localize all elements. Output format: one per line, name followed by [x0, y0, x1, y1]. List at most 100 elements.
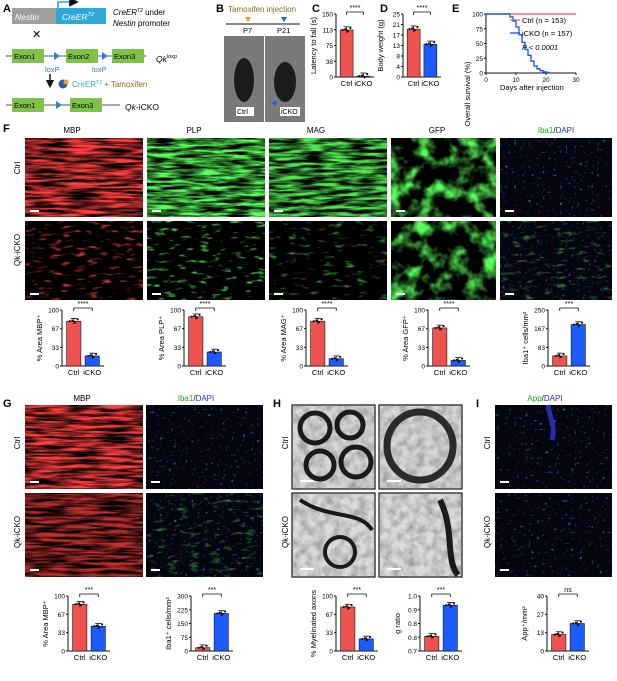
significance-label: ****	[350, 5, 361, 12]
panel-f-letter: F	[3, 123, 10, 135]
x-tick-label: iCKO	[421, 79, 439, 88]
x-tick-label: iCKO	[89, 653, 107, 662]
x-tick-label: Ctrl	[342, 653, 354, 662]
y-tick-label: 21	[393, 22, 401, 29]
y-tick-label: 0.7	[408, 649, 417, 656]
panel-i-images	[495, 404, 612, 577]
y-tick-label: 0	[541, 364, 545, 371]
x-tick-label: iCKO	[354, 79, 372, 88]
e-y-tick: 50	[476, 41, 484, 48]
y-tick-label: 0.8	[408, 621, 417, 628]
f-col-mag: MAG	[307, 126, 325, 135]
f-col-gfp: GFP	[429, 126, 445, 135]
e-xlabel: Days after injection	[500, 83, 564, 92]
e-pvalue: P < 0.0001	[522, 43, 558, 52]
bar-chart-h-g: 0.7 0.8 0.8 0.9 1.0 Ctrl iCKO *** g ratio	[393, 587, 462, 662]
i-row-icko: Qk-iCKO	[483, 516, 492, 548]
y-axis-label: % Area PLP⁺	[157, 316, 166, 360]
bar-ctrl	[72, 603, 88, 652]
b-icko-label: iCKO	[281, 109, 298, 116]
panel-a-letter: A	[3, 3, 11, 15]
y-tick-label: 67	[58, 612, 66, 619]
significance-label: ***	[437, 587, 445, 594]
x-tick-label: Ctrl	[553, 653, 565, 662]
creer-box	[56, 8, 106, 24]
bar-chart-f-mag: 0 33 67 100 Ctrl iCKO **** % Area MAG⁺	[279, 301, 348, 377]
panel-a: A Nestin CreERT2 CreERT2 under Nestin pr…	[3, 0, 177, 112]
x-tick-label: iCKO	[357, 653, 375, 662]
x-tick-label: iCKO	[569, 368, 587, 377]
e-x-tick: 30	[572, 77, 580, 84]
bar-chart-i-app: 0 13 27 40 Ctrl iCKO ns App⁺/mm²	[520, 587, 589, 662]
y-axis-label: g ratio	[393, 613, 402, 634]
creer-sup: T2	[88, 12, 94, 18]
y-tick-label: 0	[184, 649, 188, 656]
y-tick-label: 167	[534, 326, 545, 333]
x-tick-label: Ctrl	[434, 368, 446, 377]
p21-marker-icon	[281, 17, 287, 22]
g-row-icko: Qk-iCKO	[13, 516, 22, 548]
g-col-mbp: MBP	[73, 394, 90, 403]
bar-icko	[570, 324, 586, 367]
y-axis-label: Latency to fall (s)	[309, 16, 318, 74]
g-col-iba1: Iba1	[178, 394, 194, 403]
f-col-plp: PLP	[186, 126, 201, 135]
qk-icko-label: Qk	[125, 102, 137, 112]
e-x-tick: 20	[542, 77, 550, 84]
bar-icko	[213, 613, 229, 652]
bar-icko	[569, 623, 585, 652]
nestin-label: Nestin	[15, 12, 39, 22]
y-tick-label: 100	[170, 308, 181, 315]
promoter-arrow	[57, 0, 79, 8]
bar-ctrl	[432, 327, 448, 367]
y-axis-label: % Area MBP⁺	[35, 315, 44, 362]
e-y-tick: 25	[476, 56, 484, 63]
panel-h-letter: H	[273, 398, 281, 410]
y-tick-label: 40	[537, 594, 545, 601]
e-y-tick: 75	[476, 26, 484, 33]
f-row-ctrl: Ctrl	[13, 162, 22, 175]
nestin-box	[12, 8, 56, 24]
y-tick-label: 67	[296, 326, 304, 333]
y-tick-label: 4	[396, 64, 400, 71]
exon3b-box	[70, 98, 102, 112]
e-y-tick: 100	[472, 12, 483, 19]
y-tick-label: 67	[52, 326, 60, 333]
y-tick-label: 75	[181, 635, 189, 642]
y-tick-label: 33	[418, 345, 426, 352]
loxp2-label: loxP	[92, 65, 107, 74]
y-tick-label: 0.8	[408, 635, 417, 642]
loxp1-icon	[54, 52, 60, 60]
panel-g-letter: G	[3, 398, 12, 410]
h-row-icko: Qk-iCKO	[281, 516, 290, 548]
exon3-label: Exon3	[114, 52, 135, 61]
y-tick-label: 33	[326, 630, 334, 637]
y-axis-label: % Area GFP⁺	[401, 315, 410, 361]
e-legend-ctrl: Ctrl (n = 153)	[522, 16, 566, 25]
creer-text1: CreER	[113, 8, 137, 17]
exon1-label: Exon1	[14, 52, 35, 61]
bar-chart-c: 0 38 75 113 150 Ctrl iCKO **** Latency to fall (…	[309, 5, 374, 88]
y-tick-label: 17	[393, 33, 401, 40]
h-row-ctrl: Ctrl	[281, 437, 290, 450]
bar-icko	[423, 43, 438, 78]
exon1b-label: Exon1	[14, 101, 35, 110]
y-tick-label: 33	[58, 630, 66, 637]
pointer-icon	[271, 100, 277, 106]
x-tick-label: iCKO	[212, 653, 230, 662]
y-tick-label: 300	[177, 594, 188, 601]
y-tick-label: 150	[322, 12, 333, 19]
y-tick-label: 0	[329, 75, 333, 82]
svg-text:Qkloxp: Qkloxp	[156, 54, 177, 64]
x-tick-label: Ctrl	[74, 653, 86, 662]
x-tick-label: iCKO	[568, 653, 586, 662]
e-y-tick: 0	[479, 71, 483, 78]
panel-f-headers: MBP PLP MAG GFP Iba1/DAPI Ctrl Qk-iCKO	[13, 126, 574, 266]
x-tick-label: iCKO	[441, 653, 459, 662]
y-tick-label: 25	[393, 12, 401, 19]
y-tick-label: 0	[61, 649, 65, 656]
y-axis-label: % Area MAG⁺	[279, 314, 288, 361]
bar-icko	[90, 625, 106, 652]
bar-chart-g-iba1: 0 75 150 225 300 Ctrl iCKO *** Iba1⁺ cells/mm²	[164, 587, 233, 662]
